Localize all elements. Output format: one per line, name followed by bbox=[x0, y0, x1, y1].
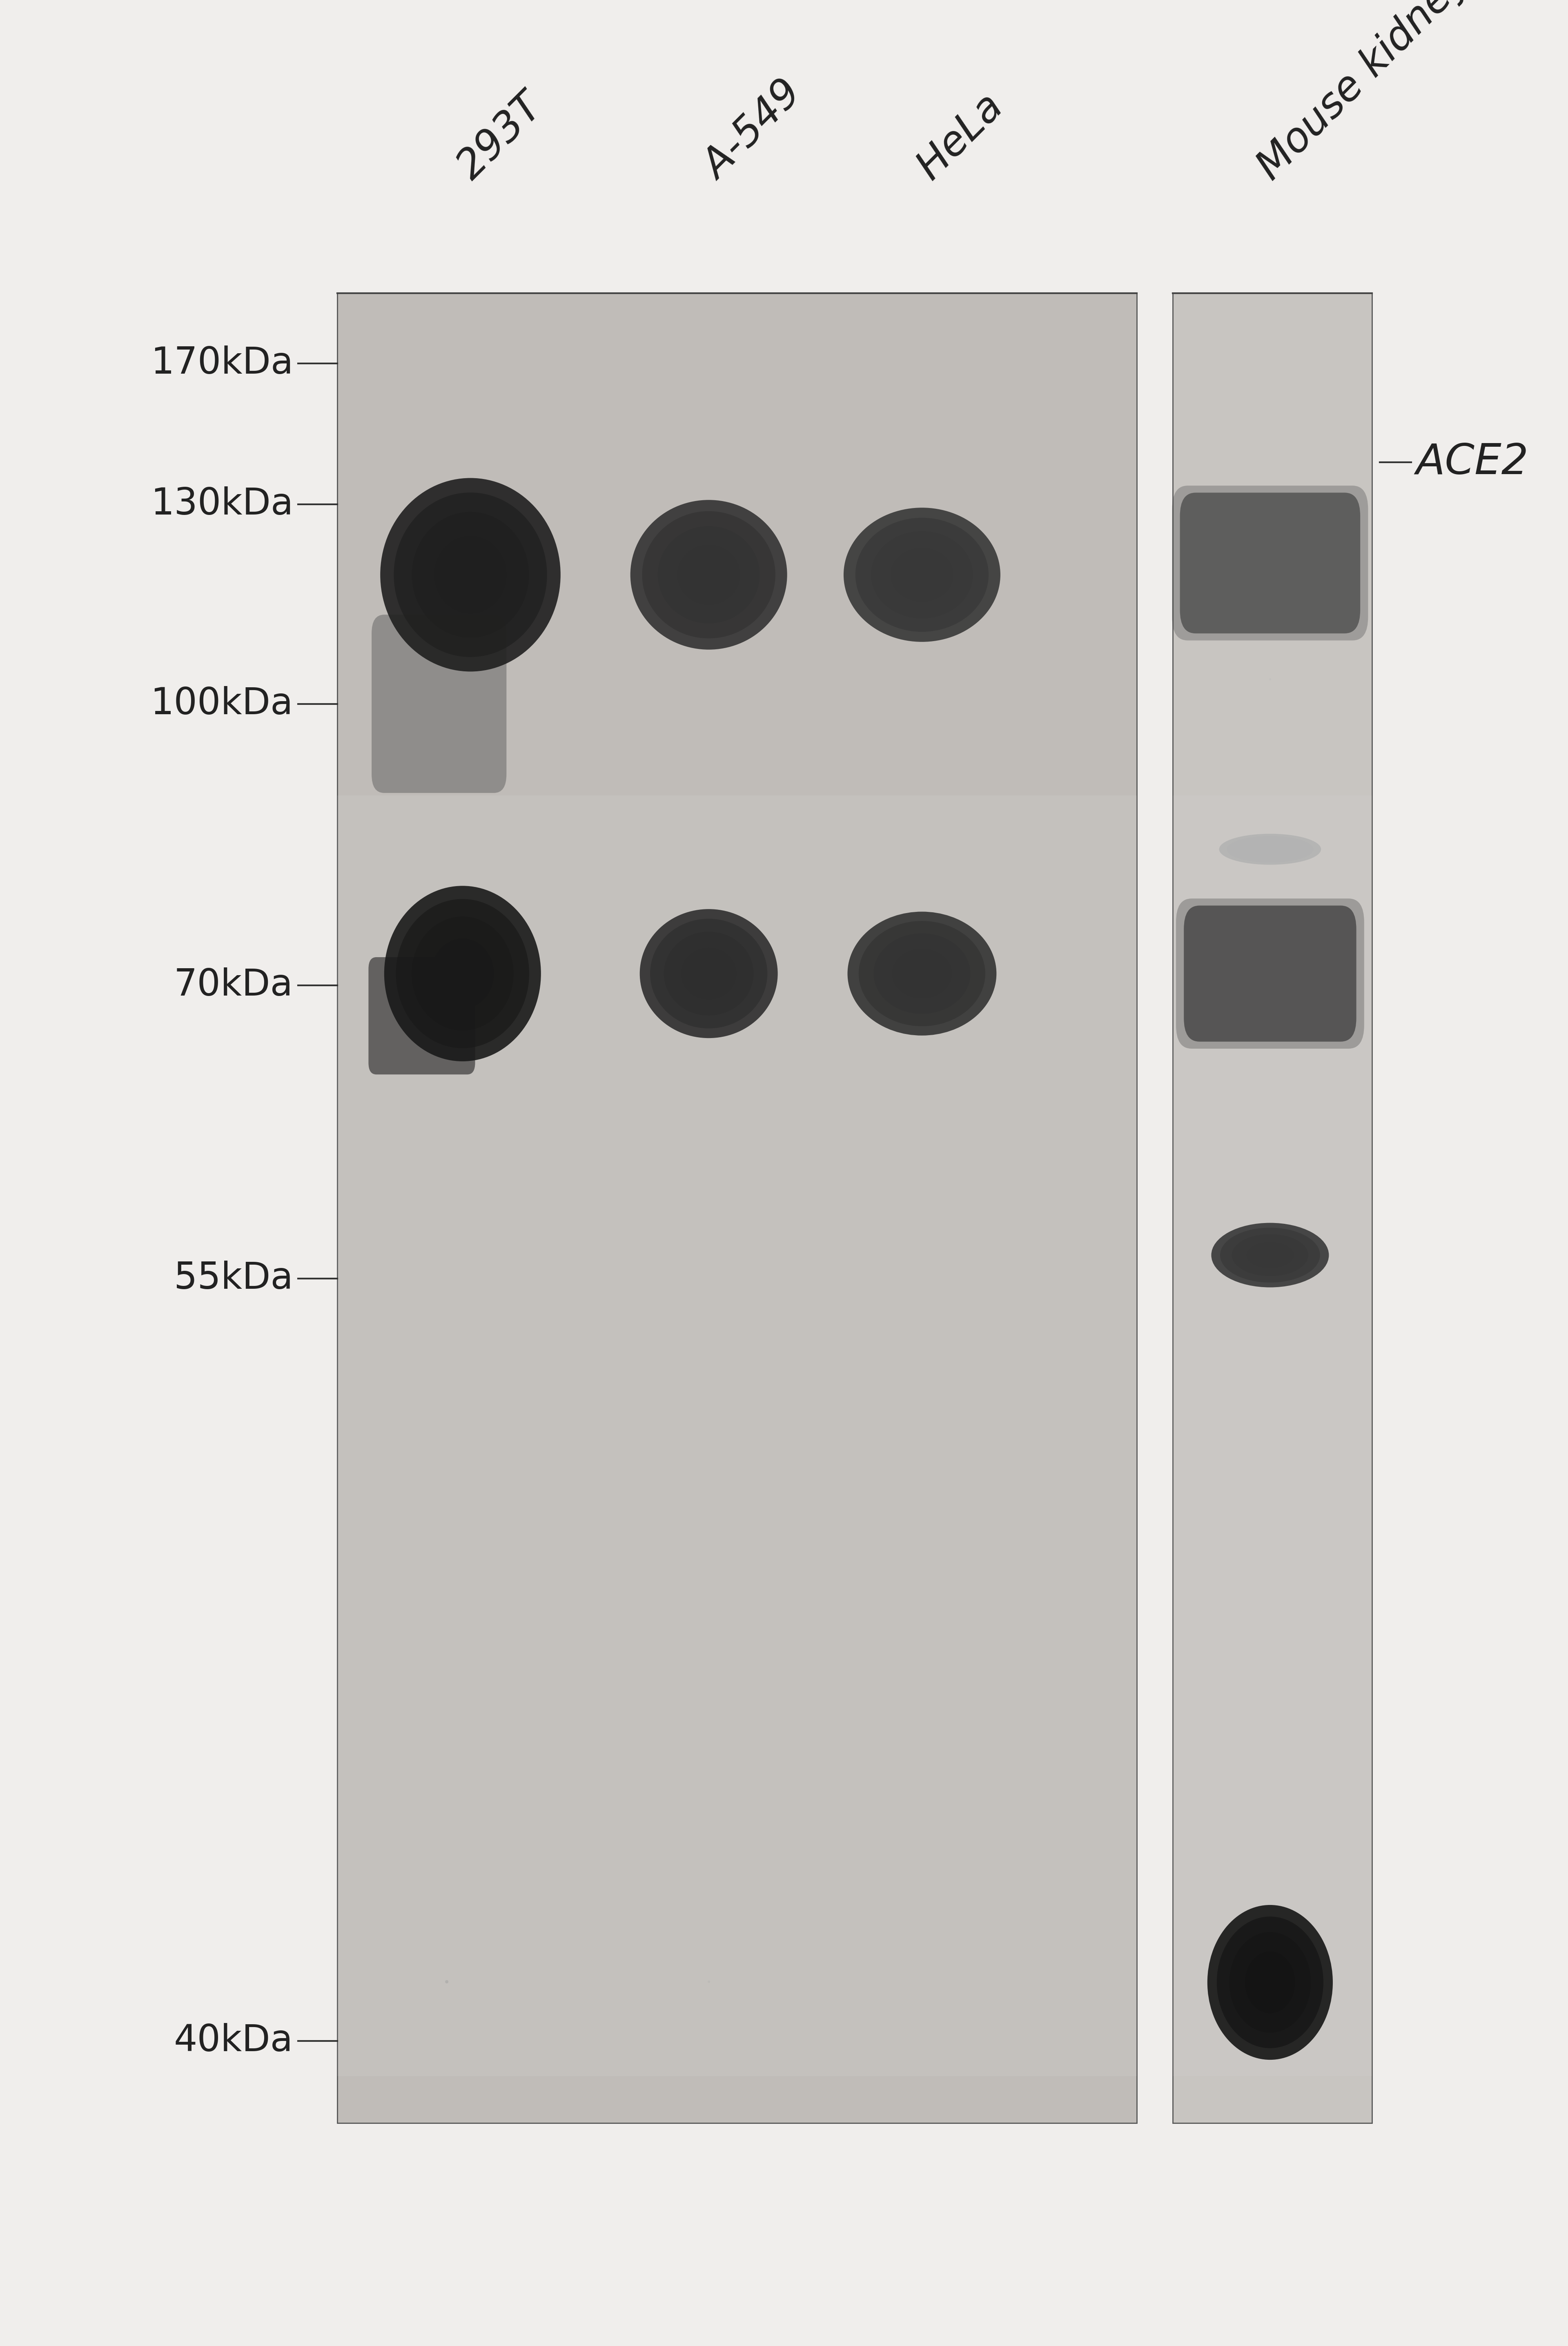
Ellipse shape bbox=[847, 913, 997, 1035]
Ellipse shape bbox=[663, 931, 754, 1016]
Text: ·: · bbox=[1267, 671, 1273, 690]
Ellipse shape bbox=[434, 537, 506, 612]
Bar bbox=[337, 293, 1137, 2123]
Ellipse shape bbox=[640, 910, 778, 1039]
Ellipse shape bbox=[677, 544, 740, 605]
FancyBboxPatch shape bbox=[1176, 899, 1364, 1049]
Ellipse shape bbox=[844, 507, 1000, 643]
Ellipse shape bbox=[1220, 1227, 1320, 1283]
Text: 170kDa: 170kDa bbox=[151, 345, 293, 382]
Text: Mouse kidney: Mouse kidney bbox=[1250, 0, 1477, 188]
FancyBboxPatch shape bbox=[1173, 486, 1367, 640]
Ellipse shape bbox=[873, 934, 971, 1013]
FancyBboxPatch shape bbox=[368, 957, 475, 1074]
Text: 130kDa: 130kDa bbox=[151, 486, 293, 523]
Ellipse shape bbox=[1226, 835, 1314, 863]
Ellipse shape bbox=[431, 938, 494, 1009]
Text: 293T: 293T bbox=[450, 87, 550, 188]
Text: •: • bbox=[444, 1978, 450, 1987]
Ellipse shape bbox=[1210, 1222, 1330, 1288]
Text: A-549: A-549 bbox=[696, 75, 809, 188]
Bar bbox=[337, 795, 1137, 2076]
Text: 40kDa: 40kDa bbox=[174, 2022, 293, 2060]
Ellipse shape bbox=[630, 500, 787, 650]
Ellipse shape bbox=[1245, 1952, 1295, 2013]
Ellipse shape bbox=[856, 518, 988, 631]
Ellipse shape bbox=[892, 948, 952, 999]
Bar bbox=[1173, 795, 1372, 2076]
Ellipse shape bbox=[1247, 1243, 1294, 1267]
Ellipse shape bbox=[394, 493, 547, 657]
Ellipse shape bbox=[681, 948, 737, 999]
Ellipse shape bbox=[1229, 1933, 1311, 2032]
Text: 70kDa: 70kDa bbox=[174, 967, 293, 1004]
FancyBboxPatch shape bbox=[372, 615, 506, 793]
Text: 55kDa: 55kDa bbox=[174, 1260, 293, 1297]
Ellipse shape bbox=[641, 511, 775, 638]
Ellipse shape bbox=[395, 899, 530, 1049]
Ellipse shape bbox=[872, 530, 972, 619]
Ellipse shape bbox=[1250, 842, 1290, 856]
Text: ACE2: ACE2 bbox=[1416, 441, 1529, 483]
Bar bbox=[1173, 293, 1372, 2123]
Text: 100kDa: 100kDa bbox=[151, 685, 293, 723]
Ellipse shape bbox=[1237, 840, 1303, 859]
FancyBboxPatch shape bbox=[1181, 493, 1361, 633]
Ellipse shape bbox=[1232, 1234, 1308, 1276]
Text: HeLa: HeLa bbox=[909, 87, 1011, 188]
Ellipse shape bbox=[651, 920, 767, 1028]
Ellipse shape bbox=[891, 549, 953, 601]
Ellipse shape bbox=[859, 922, 985, 1025]
Ellipse shape bbox=[412, 511, 528, 638]
Ellipse shape bbox=[659, 526, 759, 624]
Ellipse shape bbox=[411, 917, 513, 1030]
Ellipse shape bbox=[1207, 1905, 1333, 2060]
Ellipse shape bbox=[379, 479, 561, 671]
Text: •: • bbox=[706, 1978, 712, 1987]
FancyBboxPatch shape bbox=[1184, 906, 1356, 1042]
Ellipse shape bbox=[384, 887, 541, 1060]
Ellipse shape bbox=[1217, 1917, 1323, 2048]
Ellipse shape bbox=[1220, 833, 1320, 866]
